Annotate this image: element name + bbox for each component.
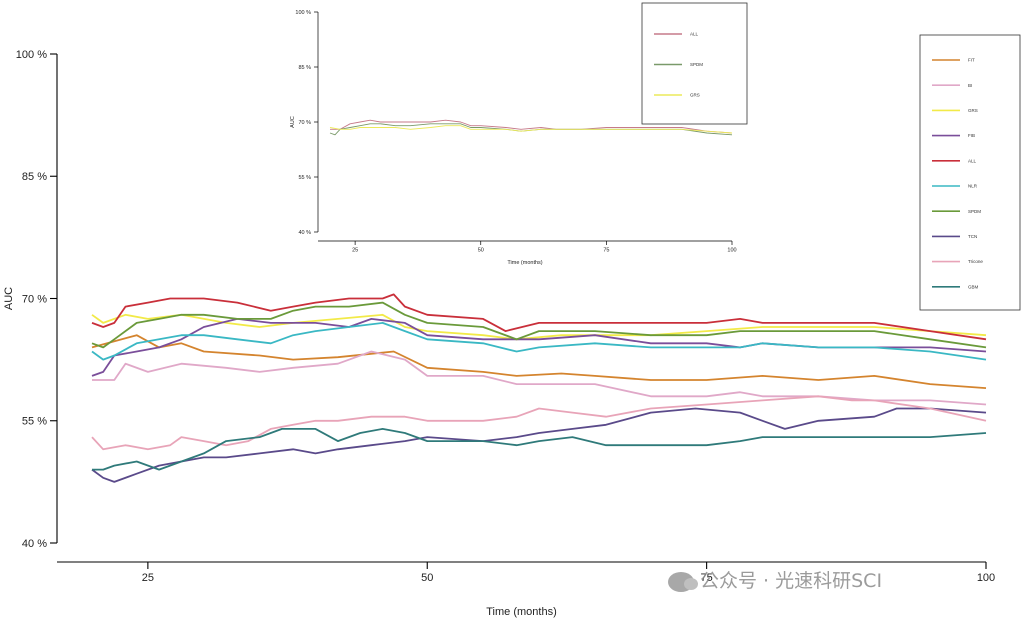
series-line-bi (92, 350, 987, 406)
x-tick-label: 25 (142, 572, 154, 584)
y-tick-label: 85 % (22, 171, 47, 183)
series-line-all (330, 119, 733, 134)
y-axis-label: AUC (3, 287, 15, 310)
watermark-text: 公众号 · 光速科研SCI (700, 570, 883, 592)
legend-label-bi: BI (968, 83, 972, 88)
legend-label-nlr: NLR (968, 184, 978, 189)
y-tick-label: 70 % (22, 293, 47, 305)
y-tick-label: 100 % (16, 49, 47, 61)
legend-label-spdm: SPDM (690, 62, 703, 67)
watermark: 公众号 · 光速科研SCI (668, 566, 882, 593)
y-axis-label: AUC (290, 116, 296, 128)
x-axis-label: Time (months) (486, 606, 557, 618)
main-chart: 40 % 55 % 70 % 85 % 100 % 25 50 75 100 Time (mont… (3, 49, 995, 618)
x-tick-label: 100 (727, 248, 736, 254)
legend-label-gbm: GBM (968, 284, 979, 289)
y-tick-label: 100 % (295, 10, 311, 16)
legend-label-tricone: Tricone (968, 259, 983, 264)
legend-box (919, 34, 1021, 311)
y-tick-label: 40 % (298, 230, 311, 236)
legend-label-all: ALL (690, 32, 699, 37)
legend-box (641, 2, 748, 125)
main-legend: FIT BI GRS FIB ALL NLR SPDM TCN Tricone GBM (919, 34, 1021, 311)
y-tick-label: 40 % (22, 538, 47, 550)
x-axis-label: Time (months) (507, 260, 542, 266)
inset-chart: 40 % 55 % 70 % 85 % 100 % 25 50 75 100 Time (mont… (290, 10, 737, 266)
y-tick-label: 85 % (298, 65, 311, 71)
series-line-gbm (92, 428, 987, 471)
legend-label-fib: FIB (968, 133, 975, 138)
x-tick-label: 75 (603, 248, 609, 254)
x-tick-label: 50 (421, 572, 433, 584)
x-tick-label: 25 (352, 248, 358, 254)
x-tick-label: 100 (977, 572, 995, 584)
series-line-nlr (91, 322, 987, 361)
series-line-all (91, 293, 987, 341)
y-tick-label: 55 % (298, 175, 311, 181)
legend-label-tcn: TCN (968, 234, 977, 239)
legend-label-grs: GRS (690, 93, 700, 98)
x-tick-label: 75 (701, 572, 713, 584)
legend-label-fit: FIT (968, 58, 975, 63)
legend-label-grs: GRS (968, 108, 978, 113)
series-line-grs (91, 313, 987, 341)
series-line-spdm (91, 301, 987, 349)
legend-label-spdm: SPDM (968, 209, 981, 214)
inset-legend: ALL SPDM GRS (641, 2, 748, 125)
wechat-icon (668, 571, 698, 592)
series-line-grs (329, 125, 733, 134)
series-line-tricone (91, 395, 987, 451)
x-tick-label: 50 (478, 248, 484, 254)
y-tick-label: 70 % (298, 120, 311, 126)
y-tick-label: 55 % (22, 416, 47, 428)
series-line-fit (91, 334, 987, 389)
legend-label-all: ALL (968, 158, 977, 163)
